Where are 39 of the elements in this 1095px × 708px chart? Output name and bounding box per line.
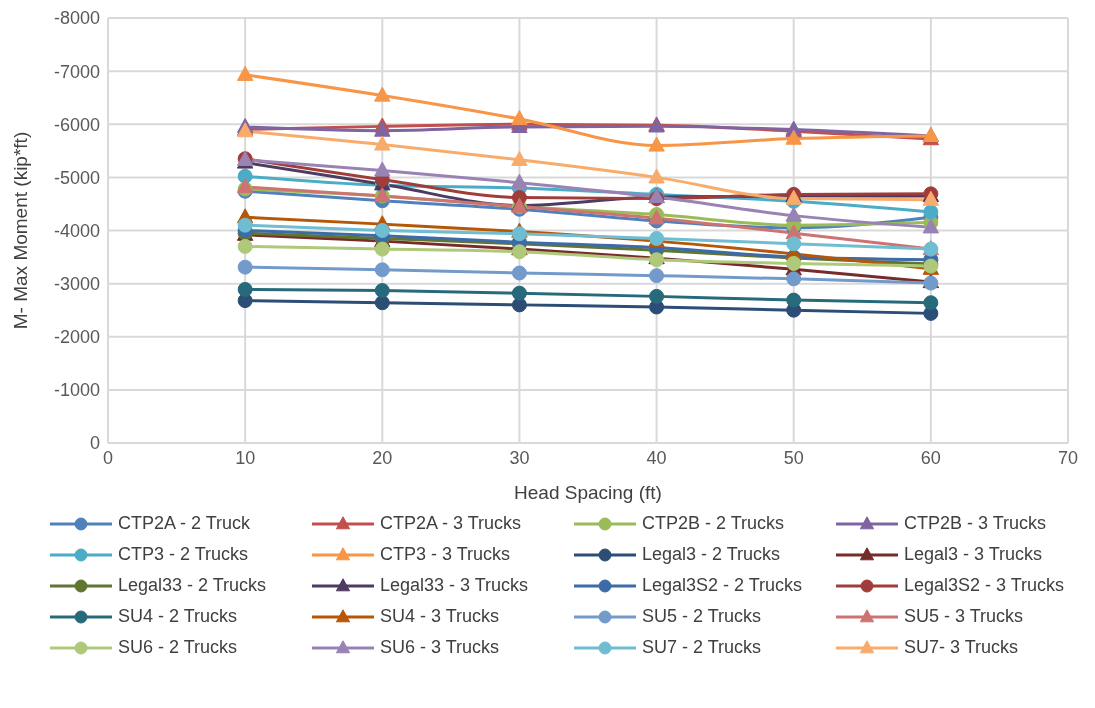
x-tick-label: 30: [509, 447, 530, 468]
y-tick-label: 0: [89, 433, 100, 454]
y-tick-label: -5000: [53, 167, 100, 188]
y-tick-label: -6000: [53, 114, 100, 135]
y-tick-label: -8000: [53, 8, 100, 29]
y-tick-label: -1000: [53, 380, 100, 401]
x-tick-label: 60: [920, 447, 941, 468]
legend-label: Legal3S2 - 3 Trucks: [904, 575, 1065, 596]
x-axis-title: Head Spacing (ft): [514, 482, 662, 503]
y-axis-title: M- Max Moment (kip*ft): [9, 131, 31, 330]
legend-label: Legal3S2 - 2 Trucks: [642, 575, 803, 596]
legend-label: Legal33 - 3 Trucks: [380, 575, 529, 596]
legend-label: CTP2A - 3 Trucks: [380, 513, 522, 534]
y-tick-label: -2000: [53, 327, 100, 348]
y-tick-label: -4000: [53, 220, 100, 241]
x-tick-label: 0: [102, 447, 114, 468]
legend-label: CTP3 - 2 Trucks: [118, 544, 249, 565]
legend-label: CTP2B - 2 Trucks: [642, 513, 785, 534]
legend-label: CTP3 - 3 Trucks: [380, 544, 511, 565]
legend-label: Legal3 - 3 Trucks: [904, 544, 1043, 565]
legend-label: SU7- 3 Trucks: [904, 637, 1019, 658]
legend-label: SU5 - 2 Trucks: [642, 606, 762, 627]
legend-label: SU7 - 2 Trucks: [642, 637, 762, 658]
legend-label: SU4 - 2 Trucks: [118, 606, 238, 627]
legend-label: Legal3 - 2 Trucks: [642, 544, 781, 565]
x-tick-label: 70: [1057, 447, 1079, 468]
legend-label: CTP2A - 2 Truck: [118, 513, 251, 534]
x-tick-label: 10: [235, 447, 256, 468]
legend-label: SU5 - 3 Trucks: [904, 606, 1024, 627]
y-tick-label: -3000: [53, 274, 100, 295]
legend-label: CTP2B - 3 Trucks: [904, 513, 1047, 534]
legend-label: SU4 - 3 Trucks: [380, 606, 500, 627]
legend-label: Legal33 - 2 Trucks: [118, 575, 267, 596]
legend-label: SU6 - 3 Trucks: [380, 637, 500, 658]
x-tick-label: 20: [372, 447, 393, 468]
x-tick-label: 50: [783, 447, 804, 468]
x-tick-label: 40: [646, 447, 667, 468]
y-tick-label: -7000: [53, 61, 100, 82]
legend-label: SU6 - 2 Trucks: [118, 637, 238, 658]
